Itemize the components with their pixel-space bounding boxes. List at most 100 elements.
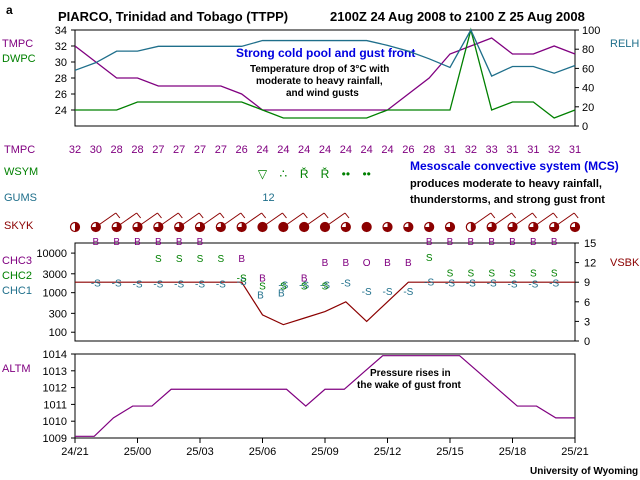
series-line-tmpc bbox=[74, 37, 576, 111]
chc2-mark: S bbox=[301, 282, 308, 293]
sky-cover-fill bbox=[470, 222, 476, 232]
cloud-tick-label: 300 bbox=[49, 308, 67, 320]
chc3-mark: B bbox=[238, 254, 245, 265]
sky-cover-fill bbox=[508, 222, 517, 232]
tmpc-row-value: 26 bbox=[402, 144, 414, 156]
chc1-mark: -S bbox=[549, 279, 559, 290]
wind-barb-feather bbox=[344, 212, 350, 219]
wind-barb-feather bbox=[282, 212, 287, 219]
time-tick-label: 25/15 bbox=[436, 446, 464, 458]
tmpc-row-value: 24 bbox=[256, 144, 268, 156]
chc3-mark: B bbox=[92, 237, 99, 248]
sky-cover-fill bbox=[383, 222, 392, 232]
chc3-mark: B bbox=[426, 237, 433, 248]
relh-tick-label: 80 bbox=[582, 44, 594, 56]
chc1-mark: -S bbox=[91, 279, 101, 290]
sky-cover-fill bbox=[174, 222, 184, 232]
tmpc-row-value: 30 bbox=[90, 144, 102, 156]
tmpc-row-value: 31 bbox=[444, 144, 456, 156]
annotation-mcs-line2: thunderstorms, and strong gust front bbox=[410, 194, 605, 206]
wsym-symbol: ▽ bbox=[258, 167, 268, 181]
tmpc-row-value: 32 bbox=[548, 144, 560, 156]
tmpc-row-value: 27 bbox=[152, 144, 164, 156]
altm-line bbox=[75, 355, 575, 437]
chc1-mark: -S bbox=[487, 279, 497, 290]
sky-cover-fill bbox=[528, 222, 538, 232]
tmpc-row-value: 24 bbox=[298, 144, 310, 156]
wind-barb-feather bbox=[115, 212, 121, 219]
station-title: PIARCO, Trinidad and Tobago (TTPP) bbox=[58, 9, 288, 24]
chc1-mark: -S bbox=[341, 279, 351, 290]
tmpc-tick-label: 32 bbox=[55, 41, 67, 53]
label-altm: ALTM bbox=[2, 363, 31, 375]
period-title: 2100Z 24 Aug 2008 to 2100 Z 25 Aug 2008 bbox=[330, 9, 585, 24]
annotation-mcs: Mesoscale convective system (MCS) bbox=[410, 159, 619, 173]
wind-barb-feather bbox=[490, 212, 496, 219]
chc1-mark: -S bbox=[528, 280, 538, 291]
sky-cover-fill bbox=[153, 222, 163, 232]
chc3-mark: B bbox=[322, 258, 329, 269]
relh-tick-label: 20 bbox=[582, 102, 594, 114]
chc3-mark: B bbox=[551, 237, 558, 248]
wsym-symbol: Ř bbox=[300, 166, 309, 181]
chc2-mark: S bbox=[488, 269, 495, 280]
wind-barb-feather bbox=[302, 212, 308, 219]
annotation-cold-pool-line3: and wind gusts bbox=[286, 88, 359, 99]
tmpc-row-value: 24 bbox=[381, 144, 393, 156]
time-tick-label: 24/21 bbox=[61, 446, 89, 458]
chc3-mark: B bbox=[176, 237, 183, 248]
series-line-dwpc bbox=[75, 27, 576, 119]
chc3-mark: B bbox=[467, 237, 474, 248]
sky-cover-fill bbox=[133, 222, 142, 232]
chc3-mark: B bbox=[301, 274, 308, 285]
chc3-mark: B bbox=[113, 237, 120, 248]
tmpc-row-value: 26 bbox=[236, 144, 248, 156]
tmpc-tick-label: 26 bbox=[55, 89, 67, 101]
wind-barb-feather bbox=[261, 212, 267, 219]
chc3-mark: B bbox=[530, 237, 537, 248]
chc2-mark: S bbox=[509, 269, 516, 280]
vsbk-line bbox=[75, 281, 575, 326]
tmpc-row-value: 27 bbox=[194, 144, 206, 156]
sky-cover-fill bbox=[112, 222, 122, 232]
time-tick-label: 25/06 bbox=[249, 446, 277, 458]
sky-cover-fill bbox=[570, 222, 580, 232]
tmpc-row-value: 31 bbox=[527, 144, 539, 156]
tmpc-row-value: 28 bbox=[111, 144, 123, 156]
sky-cover-fill bbox=[258, 222, 267, 232]
altm-tick-label: 1010 bbox=[43, 416, 67, 428]
chc2-mark: S bbox=[447, 269, 454, 280]
chc3-mark: B bbox=[342, 258, 349, 269]
label-wsym: WSYM bbox=[4, 166, 38, 178]
chc1-mark: -S bbox=[112, 279, 122, 290]
chc1-mark: -S bbox=[508, 280, 518, 291]
chc3-mark: B bbox=[405, 258, 412, 269]
chc3-mark: B bbox=[155, 237, 162, 248]
sky-cover-fill bbox=[75, 222, 80, 232]
chc3-mark: B bbox=[488, 237, 495, 248]
chc2-mark: -S bbox=[237, 274, 247, 285]
wind-barb-feather bbox=[198, 212, 204, 219]
sky-cover-fill bbox=[91, 222, 101, 232]
vsbk-tick-label: 0 bbox=[584, 336, 590, 348]
chc3-mark: B bbox=[259, 274, 266, 285]
panel-letter: a bbox=[6, 3, 13, 17]
time-tick-label: 25/03 bbox=[186, 446, 214, 458]
annotation-cold-pool-line2: moderate to heavy rainfall, bbox=[256, 76, 383, 87]
chc1-mark: -S bbox=[403, 287, 413, 298]
chc1-mark: -S bbox=[195, 280, 205, 291]
series-line-relh bbox=[74, 28, 576, 77]
tmpc-row-value: 31 bbox=[569, 144, 581, 156]
vsbk-tick-label: 3 bbox=[584, 316, 590, 328]
label-relh: RELH bbox=[610, 38, 639, 50]
tmpc-row-value: 28 bbox=[423, 144, 435, 156]
label-tmpc-row: TMPC bbox=[4, 144, 35, 156]
tmpc-tick-label: 34 bbox=[55, 25, 67, 37]
relh-tick-label: 0 bbox=[582, 121, 588, 133]
chc1-mark: -S bbox=[424, 278, 434, 289]
wind-barb-feather bbox=[552, 212, 558, 219]
vsbk-tick-label: 15 bbox=[584, 238, 596, 250]
